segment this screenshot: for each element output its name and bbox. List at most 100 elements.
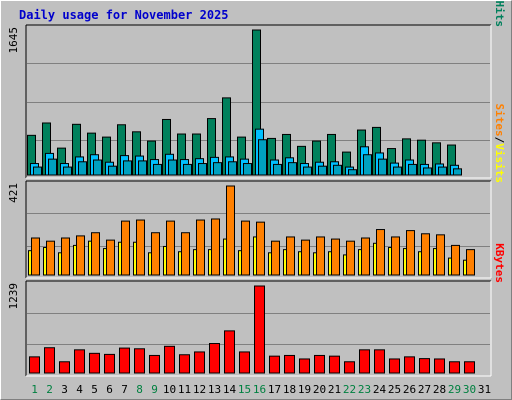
panel-kbytes-max-label: 1239: [7, 283, 20, 310]
x-tick-day-28: 28: [433, 383, 446, 396]
bar-kbytes-day-5: [89, 352, 100, 374]
bar-kbytes-day-14: [224, 330, 235, 374]
bar-sites-day-8: [136, 219, 145, 276]
bar-kbytes-day-19: [299, 358, 310, 374]
legend-entry: Visits: [493, 143, 506, 183]
x-tick-day-17: 17: [268, 383, 281, 396]
bar-kbytes-day-21: [329, 355, 340, 374]
bar-sites-day-25: [391, 236, 400, 276]
bar-pages-day-6: [108, 165, 117, 176]
x-tick-day-16: 16: [253, 383, 266, 396]
bar-pages-day-11: [183, 163, 192, 176]
bar-pages-day-28: [438, 166, 447, 176]
x-tick-day-14: 14: [223, 383, 237, 396]
panel-visits-max-label: 421: [7, 183, 20, 203]
bar-sites-day-24: [376, 229, 385, 276]
panel-hits-max-label: 1645: [7, 27, 20, 54]
bar-pages-day-20: [318, 165, 327, 176]
x-tick-day-27: 27: [418, 383, 431, 396]
bar-sites-day-13: [211, 218, 220, 276]
bar-sites-day-1: [31, 237, 40, 276]
bar-kbytes-day-30: [464, 361, 475, 374]
bar-pages-day-10: [168, 159, 177, 176]
bar-kbytes-day-7: [119, 347, 130, 374]
bar-pages-day-16: [258, 139, 267, 176]
bar-kbytes-day-22: [344, 361, 355, 374]
x-tick-day-5: 5: [91, 383, 98, 396]
bar-kbytes-day-26: [404, 356, 415, 374]
bar-kbytes-day-28: [434, 358, 445, 374]
x-tick-day-12: 12: [193, 383, 206, 396]
bar-sites-day-20: [316, 236, 325, 276]
legend-entry: KBytes: [493, 243, 506, 283]
x-tick-day-18: 18: [283, 383, 296, 396]
x-tick-day-30: 30: [463, 383, 476, 396]
bar-pages-day-23: [363, 154, 372, 176]
x-tick-day-29: 29: [448, 383, 461, 396]
bar-sites-day-2: [46, 240, 55, 276]
bar-sites-day-9: [151, 232, 160, 276]
bar-sites-day-6: [106, 239, 115, 276]
x-tick-day-31: 31: [478, 383, 491, 396]
bar-sites-day-4: [76, 235, 85, 276]
bar-pages-day-25: [393, 166, 402, 176]
bar-pages-day-12: [198, 163, 207, 176]
bar-sites-day-28: [436, 234, 445, 276]
bar-sites-day-5: [91, 232, 100, 276]
bar-kbytes-day-15: [239, 351, 250, 374]
bar-kbytes-day-2: [44, 347, 55, 374]
bar-kbytes-day-10: [164, 345, 175, 374]
bar-kbytes-day-13: [209, 343, 220, 374]
bar-kbytes-day-8: [134, 348, 145, 374]
x-tick-day-11: 11: [178, 383, 191, 396]
bar-pages-day-1: [33, 166, 42, 176]
x-tick-day-7: 7: [121, 383, 128, 396]
bar-pages-day-21: [333, 164, 342, 176]
bar-kbytes-day-12: [194, 351, 205, 374]
bar-kbytes-day-18: [284, 354, 295, 374]
x-tick-day-15: 15: [238, 383, 251, 396]
bar-pages-day-8: [138, 160, 147, 176]
bar-pages-day-22: [348, 169, 357, 176]
bar-pages-day-5: [93, 159, 102, 176]
bar-sites-day-27: [421, 233, 430, 276]
bar-kbytes-day-27: [419, 358, 430, 374]
bar-sites-day-19: [301, 239, 310, 276]
legend-entry: Hits: [493, 1, 506, 28]
bar-pages-day-29: [453, 168, 462, 176]
bar-pages-day-26: [408, 163, 417, 176]
bar-sites-day-17: [271, 240, 280, 276]
bar-pages-day-2: [48, 158, 57, 176]
x-tick-day-13: 13: [208, 383, 221, 396]
x-tick-day-2: 2: [46, 383, 53, 396]
x-tick-day-21: 21: [328, 383, 341, 396]
bar-pages-day-24: [378, 158, 387, 176]
bar-kbytes-day-25: [389, 358, 400, 374]
bar-sites-day-22: [346, 240, 355, 276]
bar-sites-day-15: [241, 220, 250, 276]
bar-kbytes-day-9: [149, 354, 160, 374]
bar-pages-day-17: [273, 163, 282, 176]
x-tick-day-22: 22: [343, 383, 356, 396]
bar-kbytes-day-17: [269, 355, 280, 374]
bar-pages-day-18: [288, 162, 297, 176]
bar-sites-day-3: [61, 237, 70, 276]
bar-pages-day-7: [123, 160, 132, 176]
bar-sites-day-23: [361, 237, 370, 276]
x-tick-day-9: 9: [151, 383, 158, 396]
x-tick-day-8: 8: [136, 383, 143, 396]
legend-entry: /: [493, 137, 506, 144]
legend-entry: /: [493, 0, 506, 1]
bar-pages-day-15: [243, 163, 252, 176]
x-tick-day-4: 4: [76, 383, 83, 396]
bar-kbytes-day-1: [29, 356, 40, 374]
panel-kbytes-legend: KBytes: [493, 243, 506, 283]
bar-sites-day-16: [256, 221, 265, 276]
bar-pages-day-13: [213, 162, 222, 176]
bar-sites-day-10: [166, 220, 175, 276]
bar-sites-day-11: [181, 232, 190, 276]
x-tick-day-24: 24: [373, 383, 387, 396]
bar-sites-day-12: [196, 219, 205, 276]
bar-kbytes-day-6: [104, 353, 115, 374]
